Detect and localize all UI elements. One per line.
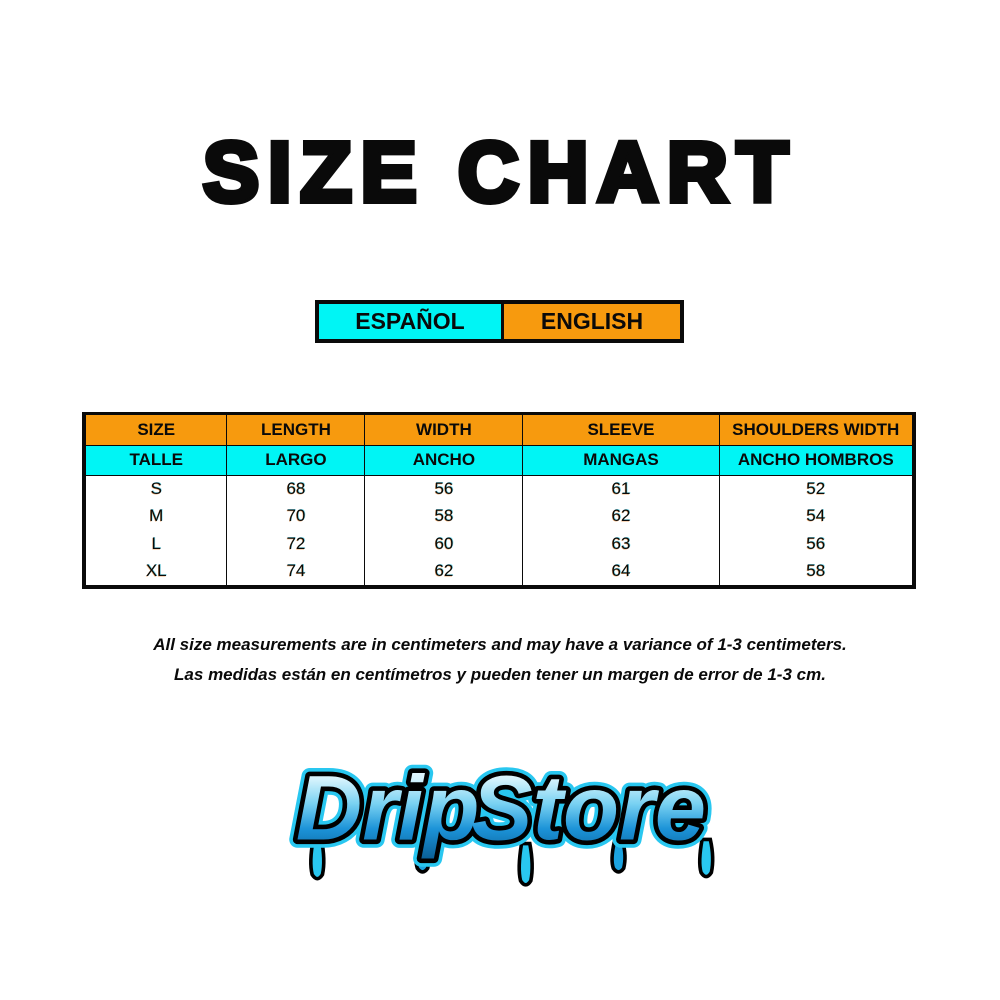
svg-text:DripStore: DripStore <box>296 757 706 859</box>
